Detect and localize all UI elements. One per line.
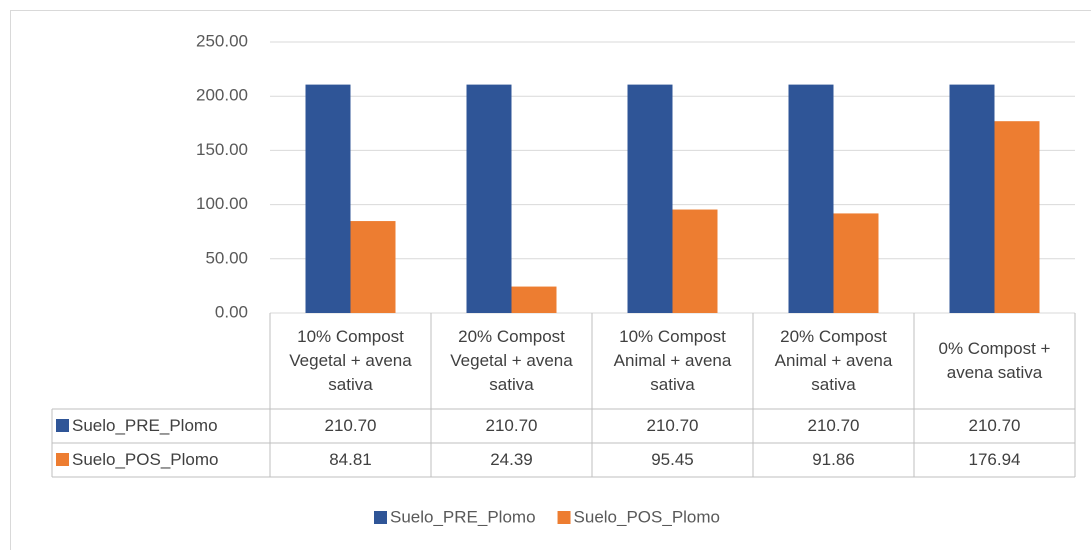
y-tick-label: 250.00	[196, 31, 248, 50]
bar	[466, 84, 512, 313]
table-value: 84.81	[329, 450, 372, 469]
table-value: 210.70	[485, 416, 538, 435]
table-value: 210.70	[968, 416, 1021, 435]
table-legend-key	[56, 453, 69, 466]
legend-key	[557, 511, 571, 524]
table-series-label: Suelo_POS_Plomo	[72, 450, 219, 469]
bar	[994, 121, 1040, 313]
bar	[511, 286, 557, 313]
table-value: 91.86	[812, 450, 855, 469]
table-value: 210.70	[646, 416, 699, 435]
y-tick-label: 150.00	[196, 140, 248, 159]
table-value: 210.70	[807, 416, 860, 435]
bar	[788, 84, 834, 313]
y-tick-label: 0.00	[215, 302, 248, 321]
table-value: 95.45	[651, 450, 694, 469]
legend-label: Suelo_PRE_Plomo	[390, 507, 536, 526]
legend-label: Suelo_POS_Plomo	[574, 507, 720, 526]
y-tick-label: 200.00	[196, 86, 248, 105]
table-value: 176.94	[968, 450, 1021, 469]
x-tick-label: 0% Compost + avena sativa	[938, 339, 1051, 382]
bar	[350, 221, 396, 313]
x-tick-label: 10% Compost Vegetal + avena sativa	[289, 327, 412, 394]
table-value: 210.70	[324, 416, 377, 435]
x-tick-label: 20% Compost Vegetal + avena sativa	[450, 327, 573, 394]
x-tick-label: 10% Compost Animal + avena sativa	[613, 327, 732, 394]
legend-key	[374, 511, 387, 524]
y-tick-label: 100.00	[196, 194, 248, 213]
bar	[627, 84, 673, 313]
chart-border	[10, 10, 1091, 550]
bar	[833, 213, 879, 313]
table-value: 24.39	[490, 450, 533, 469]
y-tick-label: 50.00	[205, 248, 248, 267]
bar	[949, 84, 995, 313]
bar	[305, 84, 351, 313]
table-legend-key	[56, 419, 69, 432]
x-tick-label: 20% Compost Animal + avena sativa	[774, 327, 893, 394]
table-series-label: Suelo_PRE_Plomo	[72, 416, 218, 435]
bar	[672, 209, 718, 313]
